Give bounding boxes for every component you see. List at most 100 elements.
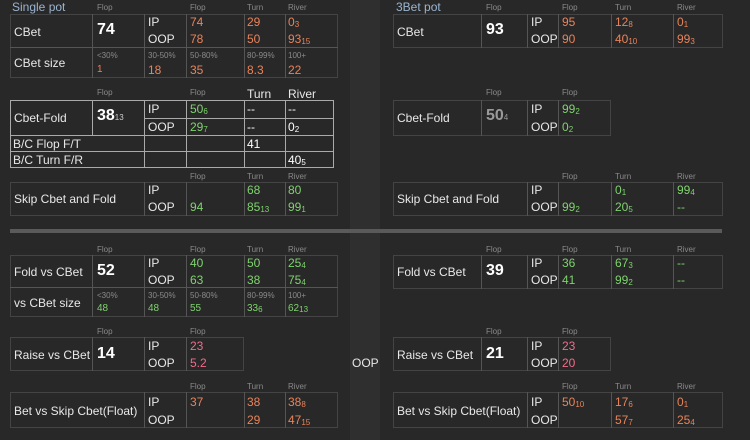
fvc-oop-turn[interactable]: 38 [247, 273, 261, 287]
tb-bvs-oop-turn[interactable]: 577 [615, 413, 633, 427]
vs-size-value-4[interactable]: 6213 [288, 303, 309, 314]
tb-rvc-label[interactable]: Raise vs CBet [397, 348, 474, 362]
bc-turn-river-value[interactable]: 405 [288, 153, 306, 167]
size-value-3[interactable]: 8.3 [247, 63, 264, 77]
raise-vs-cbet-label[interactable]: Raise vs CBet [14, 348, 91, 362]
raise-vs-cbet-flop-value[interactable]: 14 [97, 345, 115, 362]
cbet-size-label[interactable]: CBet size [14, 56, 66, 70]
vs-size-value-3[interactable]: 336 [247, 303, 263, 314]
size-value-2[interactable]: 35 [190, 63, 204, 77]
tb-cbet-ip-flop[interactable]: 95 [562, 15, 576, 29]
bvs-ip-turn[interactable]: 38 [247, 395, 261, 409]
tb-cbet-ip-river[interactable]: 01 [677, 15, 689, 29]
tb-bvs-ip-river[interactable]: 01 [677, 395, 689, 409]
cbet-fold-ip-flop[interactable]: 506 [190, 102, 208, 116]
vs-size-value-2[interactable]: 55 [190, 303, 202, 314]
tb-cbet-ip-turn[interactable]: 128 [615, 15, 633, 29]
vs-size-value-0[interactable]: 48 [97, 303, 109, 314]
vs-size-value-1[interactable]: 48 [148, 303, 160, 314]
bvs-ip-flop[interactable]: 37 [190, 395, 204, 409]
tb-cbet-label[interactable]: CBet [397, 25, 424, 39]
fvc-oop-river[interactable]: 754 [288, 273, 306, 287]
fvc-ip-turn[interactable]: 50 [247, 256, 261, 270]
cbet-fold-oop-flop[interactable]: 297 [190, 120, 208, 134]
tb-cbet-oop-flop[interactable]: 90 [562, 32, 576, 46]
cbet-fold-oop-turn[interactable]: -- [247, 120, 255, 134]
fold-vs-cbet-label[interactable]: Fold vs CBet [14, 265, 83, 279]
fvc-oop-label: OOP [148, 273, 175, 287]
bvs-ip-river[interactable]: 388 [288, 395, 306, 409]
skip-cbet-fold-label[interactable]: Skip Cbet and Fold [14, 192, 117, 206]
tb-fvc-oop-turn[interactable]: 992 [615, 273, 633, 287]
cbet-oop-river[interactable]: 9315 [288, 32, 311, 46]
fvc-ip-flop[interactable]: 40 [190, 256, 204, 270]
fvc-ip-river[interactable]: 254 [288, 256, 306, 270]
cbet-fold-label[interactable]: Cbet-Fold [14, 111, 67, 125]
cbet-ip-river[interactable]: 03 [288, 15, 300, 29]
bvs-oop-turn[interactable]: 29 [247, 413, 261, 427]
tb-rvc-ip-flop[interactable]: 23 [562, 339, 576, 353]
tb-fvc-oop-river[interactable]: -- [677, 273, 685, 287]
rvc-flop-header: Flop [97, 327, 113, 336]
tb-skip-oop-turn[interactable]: 205 [615, 200, 633, 214]
skip-flop-header: Flop [190, 172, 206, 181]
fold-vs-cbet-flop-value[interactable]: 52 [97, 262, 115, 279]
tb-skip-ip-river[interactable]: 994 [677, 183, 695, 197]
tb-cf-ip-flop[interactable]: 992 [562, 102, 580, 116]
tb-fvc-ip-river[interactable]: -- [677, 256, 685, 270]
rvc-oop-flop[interactable]: 5.2 [190, 356, 207, 370]
tb-cbet-turn-header: Turn [615, 3, 632, 12]
skip-oop-turn[interactable]: 8513 [247, 200, 270, 214]
bet-vs-skip-label[interactable]: Bet vs Skip Cbet(Float) [14, 404, 138, 418]
tb-fvc-oop-flop[interactable]: 41 [562, 273, 576, 287]
size-value-1[interactable]: 18 [148, 63, 162, 77]
tb-rvc-flop-value[interactable]: 21 [486, 345, 504, 362]
tb-cf-oop-flop[interactable]: 02 [562, 120, 574, 134]
skip-oop-river[interactable]: 991 [288, 200, 306, 214]
cbet-fold-ip-river[interactable]: -- [288, 102, 296, 116]
tb-cbet-flop-value[interactable]: 93 [486, 21, 504, 38]
cbet-oop-flop[interactable]: 78 [190, 32, 204, 46]
cbet-ip-flop[interactable]: 74 [190, 15, 204, 29]
tb-fvc-river-header: River [677, 245, 696, 254]
tb-skip-oop-flop[interactable]: 992 [562, 200, 580, 214]
tb-skip-oop-river[interactable]: -- [677, 200, 685, 214]
tb-bvs-flop-header: Flop [562, 382, 578, 391]
fvc-oop-flop[interactable]: 63 [190, 273, 204, 287]
tb-cbet-oop-turn[interactable]: 4010 [615, 32, 638, 46]
tb-rvc-flop-header: Flop [486, 327, 502, 336]
tb-skip-label[interactable]: Skip Cbet and Fold [397, 192, 500, 206]
bvs-oop-label: OOP [148, 413, 175, 427]
tb-fvc-label[interactable]: Fold vs CBet [397, 265, 466, 279]
tb-bvs-label[interactable]: Bet vs Skip Cbet(Float) [397, 404, 521, 418]
bc-turn-label[interactable]: B/C Turn F/R [13, 153, 84, 167]
bvs-oop-river[interactable]: 4715 [288, 413, 311, 427]
bc-flop-label[interactable]: B/C Flop F/T [13, 137, 82, 151]
tb-bvs-ip-flop[interactable]: 5010 [562, 395, 585, 409]
vs-cbet-size-label[interactable]: vs CBet size [14, 296, 81, 310]
tb-fvc-ip-turn[interactable]: 673 [615, 256, 633, 270]
cbet-fold-ip-turn[interactable]: -- [247, 102, 255, 116]
skip-ip-turn[interactable]: 68 [247, 183, 261, 197]
cbet-label[interactable]: CBet [14, 25, 41, 39]
bc-flop-turn-value[interactable]: 41 [247, 137, 261, 151]
rvc-ip-flop[interactable]: 23 [190, 339, 204, 353]
cbet-flop-value[interactable]: 74 [97, 21, 115, 38]
tb-rvc-oop-flop[interactable]: 20 [562, 356, 576, 370]
tb-cbet-oop-river[interactable]: 993 [677, 32, 695, 46]
skip-oop-flop[interactable]: 94 [190, 200, 204, 214]
tb-cbet-fold-flop-value[interactable]: 504 [486, 107, 509, 124]
tb-fvc-flop-value[interactable]: 39 [486, 262, 504, 279]
tb-bvs-oop-river[interactable]: 254 [677, 413, 695, 427]
cbet-fold-flop-value[interactable]: 3813 [97, 107, 124, 124]
tb-bvs-ip-turn[interactable]: 176 [615, 395, 633, 409]
skip-ip-river[interactable]: 80 [288, 183, 302, 197]
size-value-0[interactable]: 1 [97, 64, 103, 75]
tb-cbet-fold-label[interactable]: Cbet-Fold [397, 111, 450, 125]
tb-skip-ip-turn[interactable]: 01 [615, 183, 627, 197]
tb-fvc-ip-flop[interactable]: 36 [562, 256, 576, 270]
cbet-oop-turn[interactable]: 50 [247, 32, 261, 46]
cbet-fold-oop-river[interactable]: 02 [288, 120, 300, 134]
cbet-ip-turn[interactable]: 29 [247, 15, 261, 29]
size-value-4[interactable]: 22 [288, 63, 302, 77]
